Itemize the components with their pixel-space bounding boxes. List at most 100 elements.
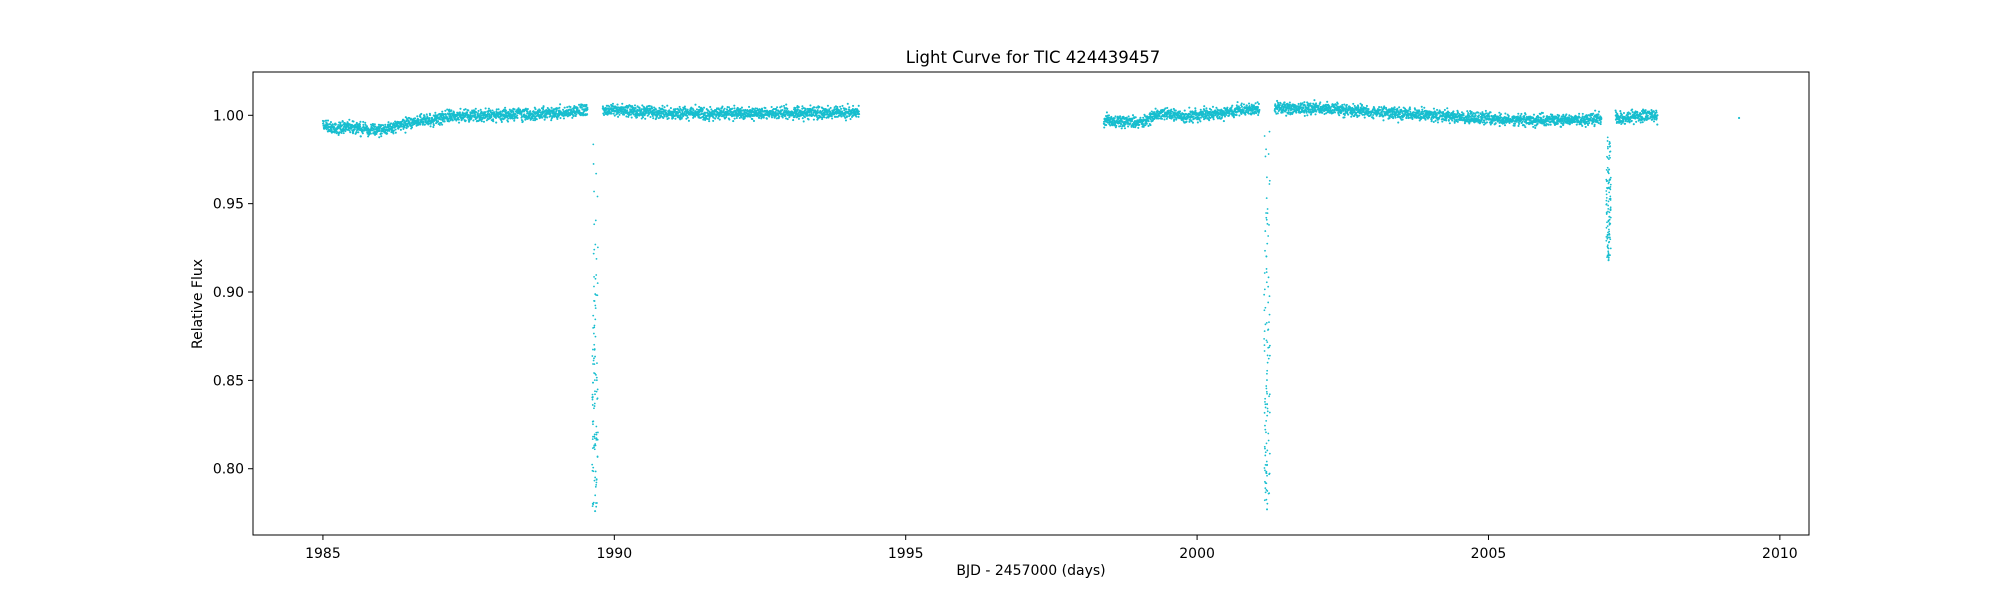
flux-point <box>452 111 455 114</box>
flux-point <box>416 115 419 118</box>
flux-point <box>794 108 797 111</box>
flux-point <box>337 123 340 127</box>
flux-point <box>1477 111 1480 114</box>
flux-point <box>1252 104 1256 107</box>
flux-point <box>635 116 639 119</box>
flux-point <box>1127 115 1130 118</box>
flux-point <box>743 115 747 118</box>
flux-point <box>680 109 683 112</box>
flux-point <box>348 129 351 132</box>
flux-point <box>1142 116 1145 119</box>
flux-point <box>1311 104 1314 108</box>
flux-point <box>1321 111 1324 114</box>
flux-point <box>1289 111 1292 114</box>
flux-point <box>1144 124 1147 127</box>
flux-point <box>566 106 569 109</box>
flux-point <box>371 129 374 132</box>
flux-point <box>596 397 599 400</box>
flux-point <box>594 243 597 246</box>
flux-point <box>1231 104 1234 107</box>
flux-point <box>596 502 598 504</box>
flux-point <box>770 116 774 119</box>
flux-point <box>1179 112 1182 116</box>
flux-point <box>706 117 709 120</box>
flux-point <box>1477 116 1480 119</box>
flux-point <box>1244 113 1247 116</box>
flux-point <box>1199 116 1202 119</box>
flux-point <box>422 120 425 123</box>
flux-point <box>1347 113 1350 116</box>
flux-point <box>705 108 708 111</box>
flux-point <box>1380 106 1383 109</box>
flux-point <box>1445 119 1448 122</box>
flux-point <box>595 374 597 376</box>
flux-point <box>686 116 689 119</box>
flux-point <box>601 105 604 108</box>
flux-point <box>555 112 558 115</box>
flux-point <box>330 128 333 131</box>
flux-point <box>1414 108 1417 111</box>
flux-point <box>1190 120 1193 123</box>
flux-point <box>669 107 672 110</box>
flux-point <box>591 398 594 401</box>
flux-point <box>1485 121 1489 124</box>
flux-point <box>1288 103 1292 106</box>
flux-point <box>342 132 345 135</box>
flux-point <box>1378 108 1382 111</box>
flux-point <box>1313 99 1316 102</box>
flux-point <box>1287 109 1290 112</box>
flux-point <box>773 116 776 119</box>
flux-point <box>1257 113 1260 117</box>
flux-point <box>651 107 654 110</box>
flux-point <box>595 376 598 379</box>
flux-point <box>594 444 597 447</box>
flux-point <box>831 117 834 120</box>
flux-point <box>1129 122 1132 125</box>
flux-point <box>344 130 347 133</box>
flux-point <box>694 115 697 118</box>
flux-point <box>613 114 616 117</box>
flux-point <box>1248 105 1251 108</box>
flux-point <box>1302 107 1305 110</box>
flux-point <box>1345 103 1348 106</box>
flux-point <box>684 108 687 111</box>
flux-point <box>485 119 488 122</box>
flux-point <box>474 107 477 110</box>
flux-point <box>592 423 594 426</box>
flux-point <box>1105 124 1108 127</box>
flux-point <box>1282 103 1285 106</box>
flux-point <box>593 433 596 436</box>
flux-point <box>556 117 559 121</box>
flux-point <box>1276 112 1279 115</box>
flux-point <box>364 121 367 124</box>
flux-point <box>765 117 768 120</box>
flux-point <box>511 115 514 118</box>
flux-point <box>568 108 571 111</box>
flux-point <box>1125 116 1128 119</box>
flux-point <box>1418 110 1421 113</box>
flux-point <box>1474 114 1477 117</box>
flux-point <box>1447 119 1450 122</box>
flux-point <box>731 107 734 110</box>
flux-point <box>593 275 595 278</box>
plot-frame <box>252 71 1810 536</box>
flux-point <box>1147 124 1150 128</box>
flux-point <box>1470 110 1473 113</box>
flux-point <box>421 123 424 126</box>
flux-point <box>728 112 731 115</box>
flux-point <box>594 318 597 321</box>
flux-point <box>1317 104 1320 107</box>
flux-point <box>1236 101 1239 104</box>
flux-point <box>594 470 597 473</box>
flux-point <box>550 106 553 109</box>
flux-point <box>1325 112 1328 115</box>
flux-point <box>844 113 847 116</box>
flux-point <box>340 131 343 134</box>
flux-point <box>1448 122 1451 125</box>
flux-point <box>1287 111 1290 114</box>
flux-point <box>821 109 824 113</box>
flux-point <box>366 132 369 135</box>
flux-point <box>561 108 565 111</box>
flux-point <box>1119 115 1122 118</box>
flux-point <box>788 116 791 119</box>
